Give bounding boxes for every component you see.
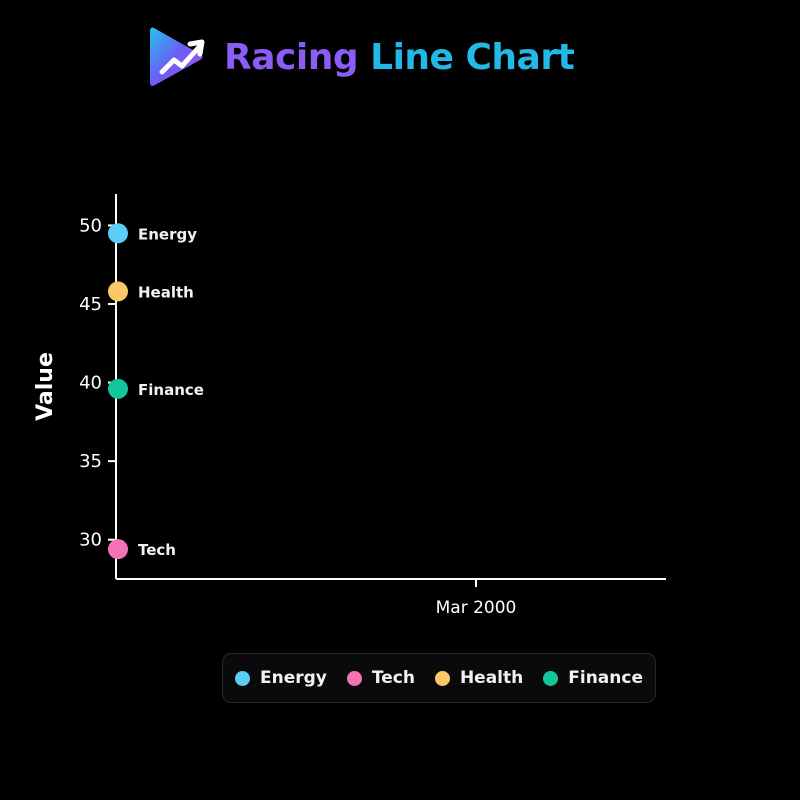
chart-title-part2: Line Chart	[370, 36, 575, 78]
legend-swatch	[235, 670, 250, 686]
chart-header: Racing Line Chart	[148, 22, 575, 92]
y-tick-label: 35	[79, 451, 102, 472]
y-tick-label: 30	[79, 530, 102, 551]
legend-item-health: Health	[434, 668, 524, 688]
series-point-tech	[108, 539, 128, 560]
series-label-tech: Tech	[138, 541, 176, 559]
legend-item-energy: Energy	[235, 668, 327, 688]
x-tick-label: Mar 2000	[436, 598, 517, 618]
legend-label: Health	[459, 668, 524, 688]
y-tick-label: 50	[79, 215, 102, 236]
y-tick-label: 40	[79, 373, 102, 394]
legend-label: Finance	[568, 668, 643, 688]
legend-swatch	[346, 670, 362, 686]
legend-item-tech: Tech	[346, 668, 415, 688]
series-point-health	[108, 281, 128, 302]
chart-legend: Energy Tech Health Finance	[222, 653, 656, 703]
legend-label: Tech	[371, 668, 415, 688]
y-axis-label: Value	[33, 352, 58, 421]
legend-swatch	[543, 670, 559, 686]
legend-swatch	[434, 670, 450, 686]
legend-label: Energy	[260, 668, 327, 688]
play-chart-logo-icon	[150, 27, 205, 86]
series-label-health: Health	[138, 283, 194, 301]
series-point-energy	[108, 223, 128, 244]
y-tick-label: 45	[79, 294, 102, 315]
legend-item-finance: Finance	[543, 668, 643, 688]
chart-title-part1: Racing	[224, 36, 359, 78]
series-point-finance	[108, 378, 128, 399]
series-label-energy: Energy	[138, 225, 197, 243]
chart-title: Racing Line Chart	[224, 36, 575, 78]
series-label-finance: Finance	[138, 381, 204, 399]
